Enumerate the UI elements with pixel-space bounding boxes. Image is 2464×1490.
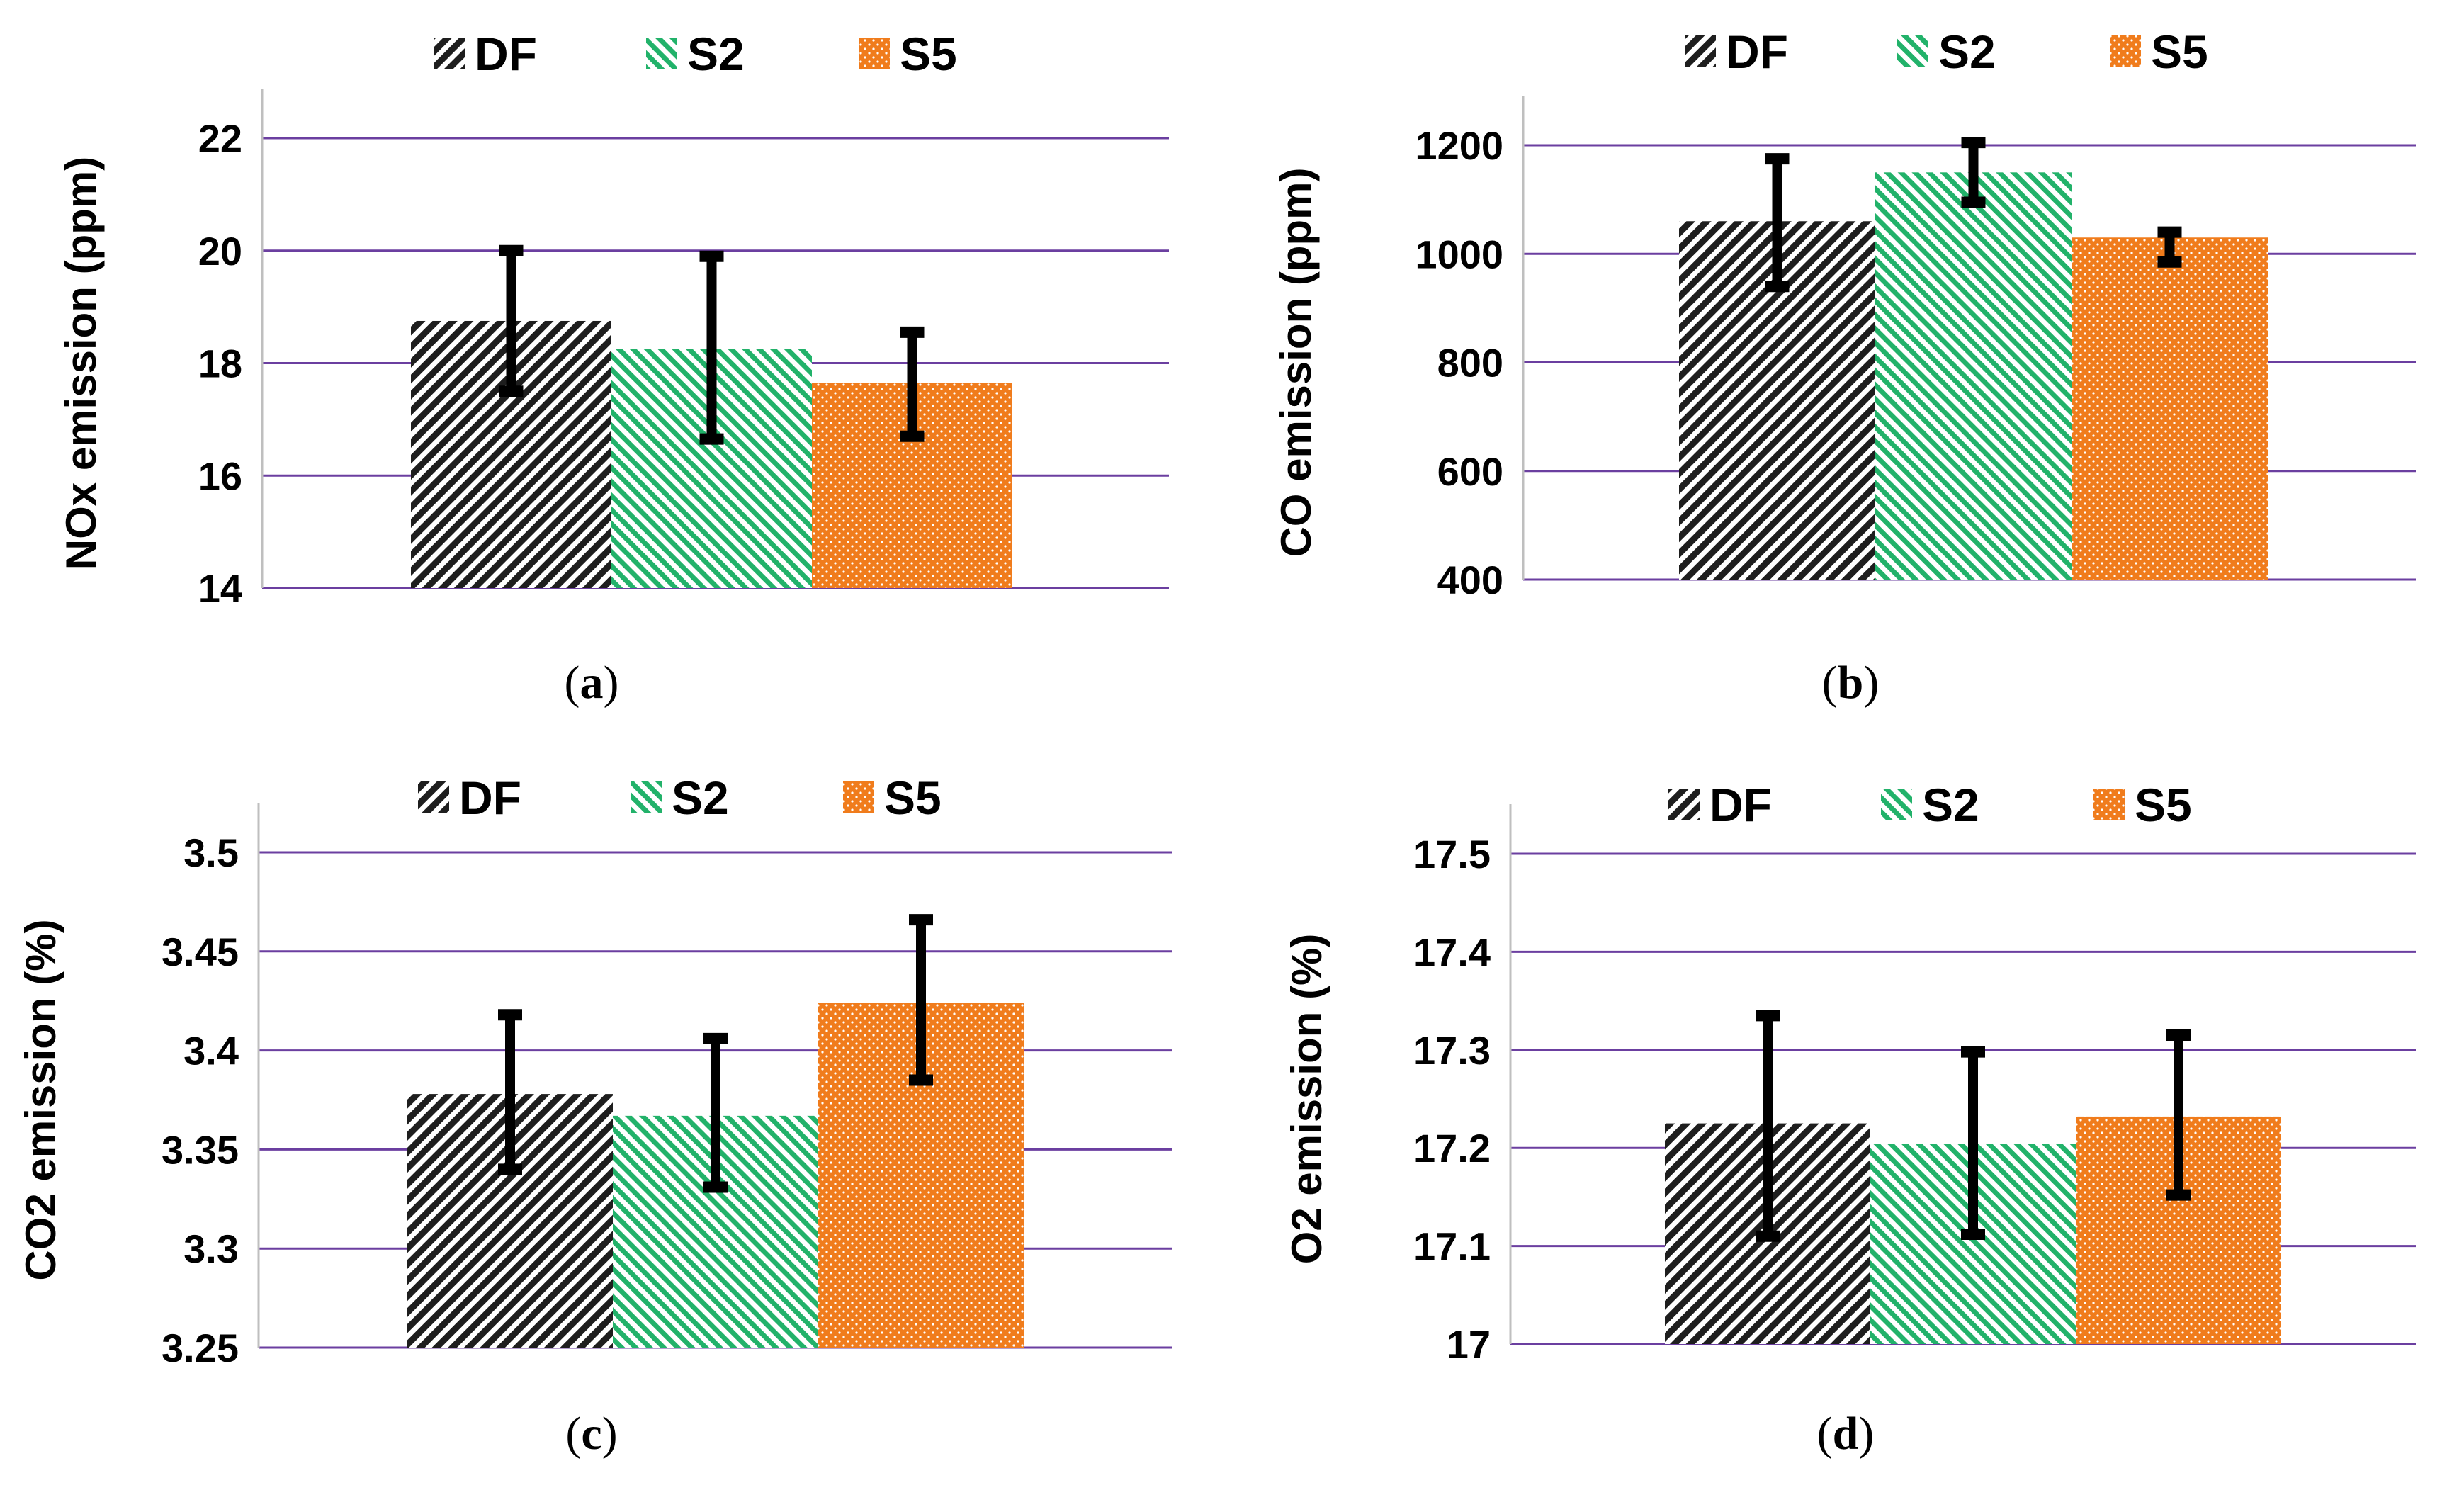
legend-swatch-s5 [859,38,890,69]
legend-swatch-df [1685,35,1716,67]
legend-swatch-s5 [2093,789,2125,820]
y-tick-label: 3.3 [183,1226,239,1271]
panel-caption: (d) [1817,1408,1875,1460]
legend-label-s5: S5 [884,772,942,824]
legend-label-s2: S2 [687,28,745,80]
bar-s5 [2072,237,2268,580]
legend-label-df: DF [1709,779,1772,831]
legend-swatch-s5 [843,781,874,813]
y-tick-label: 16 [198,453,242,498]
y-tick-label: 17.2 [1413,1126,1491,1170]
legend-swatch-df [418,781,449,813]
legend-swatch-s2 [646,38,677,69]
y-tick-label: 17.3 [1413,1028,1491,1073]
y-tick-label: 17.1 [1413,1224,1491,1269]
legend-swatch-s5 [2110,35,2141,67]
y-tick-label: 600 [1437,449,1503,494]
bar-s2 [1875,172,2072,580]
y-tick-label: 3.35 [162,1127,239,1172]
y-axis-title: CO2 emission (%) [17,919,64,1280]
y-axis-title: O2 emission (%) [1283,934,1330,1265]
y-tick-label: 20 [198,229,242,273]
y-tick-label: 14 [198,566,242,611]
y-tick-label: 18 [198,342,242,386]
chart-panel-3: 3.25 3.3 3.35 3.4 3.45 3.5 DF S2 S5 CO2 emission … [17,772,1172,1460]
legend-swatch-df [434,38,465,69]
legend-label-s5: S5 [2151,26,2208,78]
legend-label-s2: S2 [1922,779,1979,831]
y-tick-label: 1200 [1415,123,1503,168]
legend-swatch-s2 [1881,789,1912,820]
legend-swatch-df [1668,789,1700,820]
chart-panel-4: 17 17.1 17.2 17.3 17.4 17.5 DF S2 S5 O2 emission … [1283,779,2416,1460]
y-axis-title: NOx emission (ppm) [57,157,105,570]
legend-label-df: DF [475,28,537,80]
y-tick-label: 3.5 [183,830,239,875]
legend-label-s2: S2 [672,772,729,824]
y-tick-label: 1000 [1415,232,1503,276]
panel-caption: (a) [565,657,619,709]
legend-label-s5: S5 [2135,779,2192,831]
chart-panel-2: 400 600 800 1000 1200 DF S2 S5 CO emission (ppm)… [1272,26,2416,709]
legend-label-s5: S5 [900,28,957,80]
chart-panel-1: 14 16 18 20 22 DF S2 S5 NOx emission (ppm) (a) [57,28,1169,709]
y-axis-title: CO emission (ppm) [1272,167,1320,557]
y-tick-label: 3.25 [162,1326,239,1370]
y-tick-label: 17.5 [1413,832,1491,876]
legend-label-s2: S2 [1938,26,1996,78]
legend-swatch-s2 [631,781,662,813]
y-tick-label: 800 [1437,341,1503,385]
y-tick-label: 22 [198,116,242,161]
y-tick-label: 3.4 [183,1029,239,1073]
legend-label-df: DF [459,772,521,824]
legend-swatch-s2 [1897,35,1928,67]
y-tick-label: 400 [1437,558,1503,602]
legend-label-df: DF [1726,26,1788,78]
y-tick-label: 3.45 [162,930,239,974]
y-tick-label: 17.4 [1413,930,1491,974]
panel-caption: (c) [565,1408,617,1460]
y-tick-label: 17 [1447,1322,1491,1367]
panel-caption: (b) [1822,657,1880,709]
